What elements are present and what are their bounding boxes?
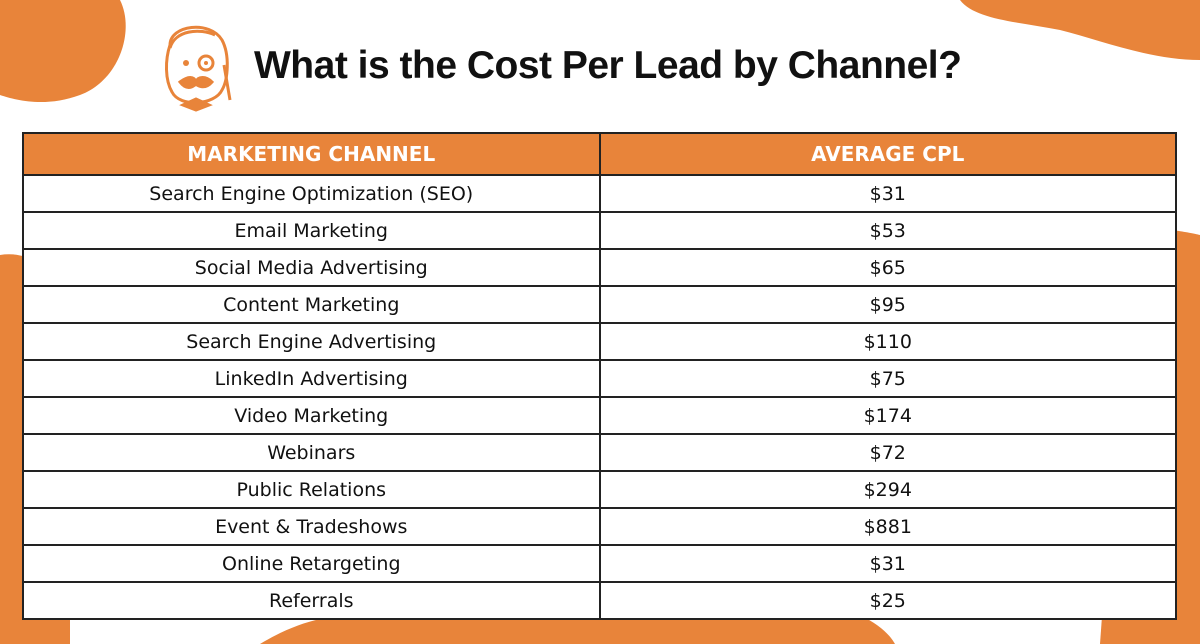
channel-cell: Webinars (22, 433, 601, 472)
table-row: Webinars $72 (22, 433, 1177, 472)
table-row: LinkedIn Advertising $75 (22, 359, 1177, 398)
cpl-cell: $72 (598, 433, 1177, 472)
table-row: Event & Tradeshows $881 (22, 507, 1177, 546)
cpl-cell: $294 (598, 470, 1177, 509)
table-row: Search Engine Advertising $110 (22, 322, 1177, 361)
channel-cell: Event & Tradeshows (22, 507, 601, 546)
table-row: Search Engine Optimization (SEO) $31 (22, 174, 1177, 213)
table-row: Social Media Advertising $65 (22, 248, 1177, 287)
channel-cell: Search Engine Advertising (22, 322, 601, 361)
cpl-cell: $31 (598, 174, 1177, 213)
header-row: MARKETING CHANNEL AVERAGE CPL (22, 132, 1177, 176)
channel-cell: Video Marketing (22, 396, 601, 435)
mascot (165, 25, 232, 112)
channel-cell: Public Relations (22, 470, 601, 509)
table-row: Public Relations $294 (22, 470, 1177, 509)
cpl-cell: $174 (598, 396, 1177, 435)
table-row: Video Marketing $174 (22, 396, 1177, 435)
column-header: AVERAGE CPL (598, 132, 1177, 176)
channel-cell: LinkedIn Advertising (22, 359, 601, 398)
cpl-cell: $75 (598, 359, 1177, 398)
blob (260, 615, 895, 644)
table-row: Content Marketing $95 (22, 285, 1177, 324)
cpl-cell: $95 (598, 285, 1177, 324)
cpl-cell: $110 (598, 322, 1177, 361)
cpl-cell: $25 (598, 581, 1177, 620)
cpl-cell: $53 (598, 211, 1177, 250)
channel-cell: Content Marketing (22, 285, 601, 324)
table-row: Referrals $25 (22, 581, 1177, 620)
cost-table: MARKETING CHANNEL AVERAGE CPL Search Engi… (22, 132, 1177, 620)
channel-cell: Social Media Advertising (22, 248, 601, 287)
table-row: Online Retargeting $31 (22, 544, 1177, 583)
cpl-cell: $881 (598, 507, 1177, 546)
cpl-cell: $65 (598, 248, 1177, 287)
table-row: Email Marketing $53 (22, 211, 1177, 250)
blob (0, 0, 126, 103)
channel-cell: Email Marketing (22, 211, 601, 250)
channel-cell: Referrals (22, 581, 601, 620)
cpl-cell: $31 (598, 544, 1177, 583)
column-header: MARKETING CHANNEL (22, 132, 601, 176)
channel-cell: Online Retargeting (22, 544, 601, 583)
blob (960, 0, 1200, 60)
title: What is the Cost Per Lead by Channel? (254, 44, 962, 87)
channel-cell: Search Engine Optimization (SEO) (22, 174, 601, 213)
